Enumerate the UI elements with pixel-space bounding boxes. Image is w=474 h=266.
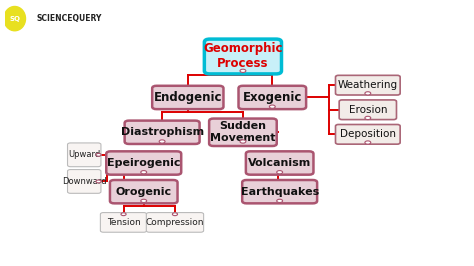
FancyBboxPatch shape <box>110 180 178 203</box>
FancyBboxPatch shape <box>125 120 200 144</box>
Text: Compression: Compression <box>146 218 204 227</box>
Text: SQ: SQ <box>9 16 20 22</box>
Circle shape <box>141 199 146 202</box>
Text: Diastrophism: Diastrophism <box>120 127 204 137</box>
Text: Geomorphic
Process: Geomorphic Process <box>203 43 283 70</box>
FancyBboxPatch shape <box>67 143 101 167</box>
Text: Upward: Upward <box>68 150 100 159</box>
FancyBboxPatch shape <box>246 151 313 175</box>
Circle shape <box>4 6 26 31</box>
Circle shape <box>277 199 283 202</box>
Text: Exogenic: Exogenic <box>243 91 302 104</box>
Circle shape <box>365 116 371 120</box>
FancyBboxPatch shape <box>204 39 282 74</box>
FancyBboxPatch shape <box>336 124 400 144</box>
Circle shape <box>240 140 246 143</box>
FancyBboxPatch shape <box>242 180 317 203</box>
Text: Erosion: Erosion <box>348 105 387 115</box>
FancyBboxPatch shape <box>339 100 396 120</box>
FancyBboxPatch shape <box>238 86 306 109</box>
Circle shape <box>269 105 275 108</box>
Text: Epeirogenic: Epeirogenic <box>107 158 181 168</box>
Text: Volcanism: Volcanism <box>248 158 311 168</box>
Text: Endogenic: Endogenic <box>154 91 222 104</box>
Circle shape <box>173 213 178 216</box>
Text: Earthquakes: Earthquakes <box>240 187 319 197</box>
FancyBboxPatch shape <box>152 86 223 109</box>
Circle shape <box>365 141 371 144</box>
FancyBboxPatch shape <box>209 119 277 146</box>
Circle shape <box>141 171 146 174</box>
Circle shape <box>96 180 101 183</box>
Circle shape <box>159 140 165 143</box>
FancyBboxPatch shape <box>146 213 204 232</box>
Text: Tension: Tension <box>107 218 140 227</box>
Circle shape <box>121 213 126 216</box>
Circle shape <box>96 153 101 156</box>
Circle shape <box>240 69 246 72</box>
Text: SCIENCEQUERY: SCIENCEQUERY <box>36 14 101 23</box>
Text: Sudden
Movement: Sudden Movement <box>210 122 276 143</box>
Text: Deposition: Deposition <box>340 129 396 139</box>
FancyBboxPatch shape <box>67 169 101 193</box>
FancyBboxPatch shape <box>336 75 400 95</box>
FancyBboxPatch shape <box>106 151 181 175</box>
Text: Weathering: Weathering <box>338 80 398 90</box>
FancyBboxPatch shape <box>100 213 146 232</box>
Circle shape <box>365 92 371 95</box>
Text: Downward: Downward <box>62 177 107 186</box>
Text: Orogenic: Orogenic <box>116 187 172 197</box>
Circle shape <box>277 171 283 174</box>
